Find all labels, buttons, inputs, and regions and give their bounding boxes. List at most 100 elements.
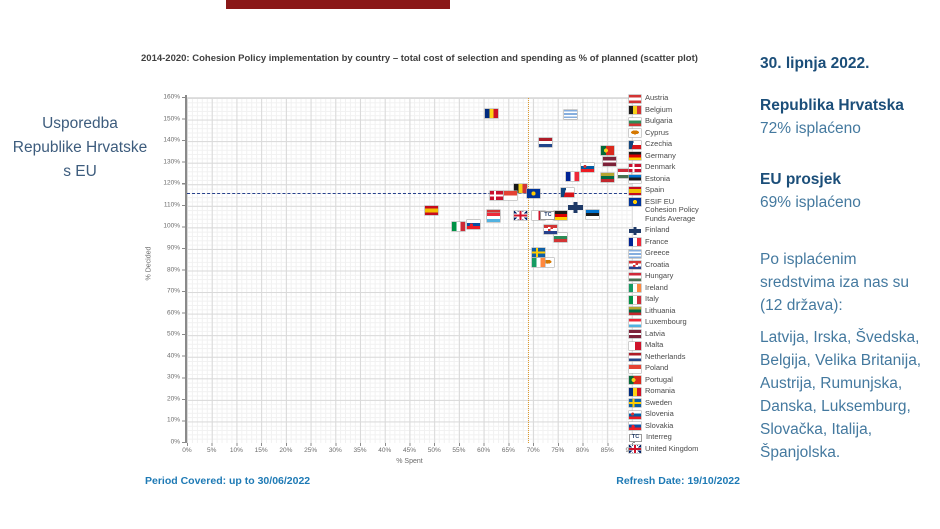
legend-item-austria[interactable]: Austria	[629, 93, 741, 103]
legend-item-hungary[interactable]: Hungary	[629, 271, 741, 281]
flag-marker-ireland[interactable]	[531, 258, 545, 268]
legend-label: Lithuania	[645, 305, 676, 315]
behind-countries-list: Latvija, Irska, Švedska, Belgija, Velika…	[760, 329, 922, 461]
legend-item-finland[interactable]: Finland	[629, 225, 741, 235]
x-axis-labels: 0% 5% 10% 15% 20% 25% 30% 35% 40% 45% 50% 55% 60% 65%…	[182, 447, 638, 455]
eu-average-spent-line	[528, 98, 530, 443]
croatia-value: 72% isplaćeno	[760, 120, 861, 137]
legend-item-croatia[interactable]: Croatia	[629, 260, 741, 269]
flag-marker-netherlands[interactable]	[538, 137, 552, 147]
legend-item-greece[interactable]: Greece	[629, 248, 741, 258]
luxembourg-flag-icon	[629, 318, 641, 327]
legend-label: Ireland	[645, 282, 668, 292]
slovakia-flag-icon	[629, 422, 641, 430]
flag-marker-belgium[interactable]	[514, 184, 528, 194]
flag-marker-croatia[interactable]	[543, 225, 557, 235]
flag-marker-czechia[interactable]	[561, 188, 575, 198]
legend-item-latvia[interactable]: Latvia	[629, 329, 741, 338]
flag-marker-slovenia[interactable]	[581, 162, 594, 172]
legend-item-ireland[interactable]: Ireland	[629, 282, 741, 292]
flag-marker-bulgaria[interactable]	[553, 232, 567, 242]
legend-label: Cyprus	[645, 127, 669, 137]
report-date: 30. lipnja 2022.	[760, 55, 870, 72]
flag-marker-spain[interactable]	[425, 205, 439, 215]
y-tick-label: 100%	[163, 222, 180, 230]
legend-item-denmark[interactable]: Denmark	[629, 162, 741, 172]
portugal-flag-icon	[629, 376, 641, 384]
flag-marker-denmark[interactable]	[489, 190, 503, 200]
malta-flag-icon	[629, 341, 641, 350]
x-tick-label: 85%	[600, 447, 614, 454]
finland-flag-icon	[629, 226, 641, 235]
legend-item-united-kingdom[interactable]: United Kingdom	[629, 444, 741, 453]
legend-item-bulgaria[interactable]: Bulgaria	[629, 116, 741, 126]
y-tick-label: 70%	[166, 287, 180, 295]
flag-marker-esif-eu-cohesion-policy-funds-average[interactable]	[526, 189, 540, 199]
x-tick-label: 75%	[551, 447, 565, 454]
legend-item-romania[interactable]: Romania	[629, 386, 741, 396]
y-axis-labels: 0% 10% 20% 30% 40% 50% 60% 70% 80% 90% 100% 110% 120…	[150, 94, 180, 446]
flag-marker-estonia[interactable]	[585, 209, 599, 219]
flag-marker-interreg[interactable]: TC	[540, 211, 556, 221]
legend-label: Greece	[645, 248, 670, 257]
eu-average-value: 69% isplaćeno	[760, 194, 861, 211]
legend-item-portugal[interactable]: Portugal	[629, 375, 741, 384]
legend-item-cyprus[interactable]: Cyprus	[629, 127, 741, 137]
legend-item-luxembourg[interactable]: Luxembourg	[629, 317, 741, 327]
legend-item-spain[interactable]: Spain	[629, 185, 741, 195]
legend-item-lithuania[interactable]: Lithuania	[629, 305, 741, 315]
legend-item-netherlands[interactable]: Netherlands	[629, 352, 741, 361]
poland-flag-icon	[629, 364, 641, 373]
flag-marker-portugal[interactable]	[600, 146, 614, 156]
flag-marker-hungary[interactable]	[618, 168, 632, 178]
legend-item-sweden[interactable]: Sweden	[629, 398, 741, 407]
flag-marker-poland[interactable]	[504, 190, 518, 200]
legend-item-slovakia[interactable]: Slovakia	[629, 421, 741, 430]
legend-item-poland[interactable]: Poland	[629, 363, 741, 373]
france-flag-icon	[629, 238, 641, 246]
flag-marker-finland[interactable]	[567, 202, 583, 214]
plot-area: TC	[187, 97, 633, 443]
legend-item-esif-eu-cohesion-policy-funds-average[interactable]: ESIF EU Cohesion Policy Funds Average	[629, 197, 741, 224]
legend-item-italy[interactable]: Italy	[629, 294, 741, 304]
flag-marker-romania[interactable]	[484, 108, 498, 118]
flag-marker-germany[interactable]	[553, 211, 567, 221]
flag-marker-italy[interactable]	[452, 221, 466, 231]
refresh-date-label: Refresh Date: 19/10/2022	[616, 475, 740, 487]
flag-marker-slovakia[interactable]	[467, 219, 481, 229]
flag-marker-greece[interactable]	[563, 109, 577, 119]
x-tick-label: 60%	[477, 447, 491, 454]
y-axis-line	[185, 95, 187, 443]
legend-label: Belgium	[645, 104, 673, 114]
flag-marker-sweden[interactable]	[531, 247, 545, 257]
slovenia-flag-icon	[629, 410, 641, 419]
flag-marker-france[interactable]	[566, 172, 580, 182]
netherlands-flag-icon	[629, 353, 641, 361]
legend-item-malta[interactable]: Malta	[629, 340, 741, 350]
y-tick-label: 60%	[166, 309, 180, 317]
romania-flag-icon	[629, 387, 641, 396]
y-axis-title: % Decided	[145, 246, 153, 281]
x-tick-label: 70%	[526, 447, 540, 454]
x-tick-label: 55%	[452, 447, 466, 454]
legend-item-estonia[interactable]: Estonia	[629, 174, 741, 183]
flag-marker-cyprus[interactable]	[541, 258, 555, 268]
legend-item-interreg[interactable]: TC Interreg	[629, 432, 741, 442]
flag-marker-luxembourg[interactable]	[487, 213, 501, 223]
x-tick-label: 0%	[182, 447, 192, 454]
esif-eu-cohesion-policy-funds-average-flag-icon	[629, 198, 641, 206]
legend-item-belgium[interactable]: Belgium	[629, 104, 741, 114]
flag-marker-latvia[interactable]	[603, 157, 617, 167]
germany-flag-icon	[629, 152, 641, 160]
legend-item-slovenia[interactable]: Slovenia	[629, 409, 741, 419]
flag-marker-united-kingdom[interactable]	[514, 211, 528, 221]
flag-marker-lithuania[interactable]	[600, 173, 614, 183]
y-tick-label: 120%	[163, 179, 180, 187]
legend-item-germany[interactable]: Germany	[629, 151, 741, 160]
legend-label: Malta	[645, 340, 664, 349]
legend-item-france[interactable]: France	[629, 236, 741, 246]
legend-label: France	[645, 236, 669, 246]
legend-item-czechia[interactable]: Czechia	[629, 139, 741, 149]
flag-marker-malta[interactable]	[531, 211, 545, 221]
